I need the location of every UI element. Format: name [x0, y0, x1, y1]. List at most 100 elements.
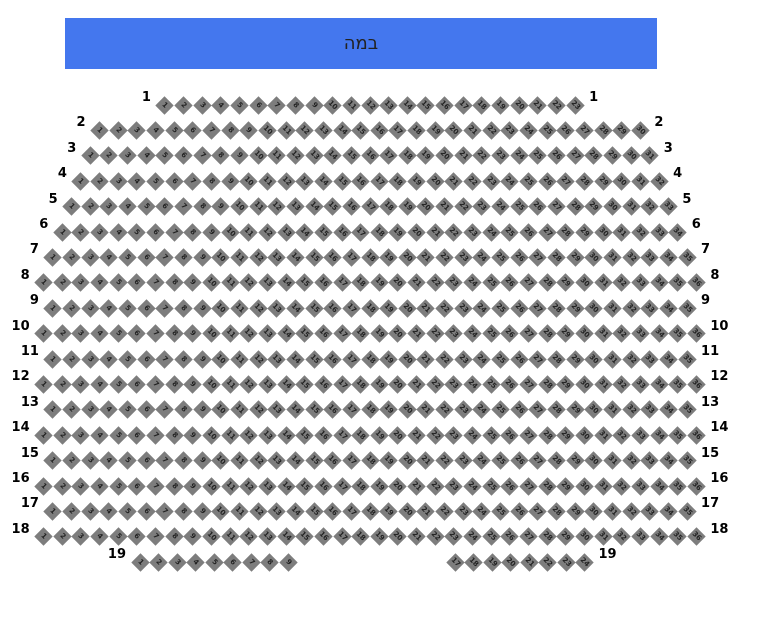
seat[interactable]: 5: [109, 375, 128, 394]
seat[interactable]: 17: [342, 451, 361, 470]
seat[interactable]: 5: [109, 425, 128, 445]
seat[interactable]: 15: [323, 197, 342, 216]
seat[interactable]: 11: [230, 248, 249, 267]
seat[interactable]: 8: [174, 400, 193, 419]
seat[interactable]: 9: [183, 375, 203, 394]
seat[interactable]: 22: [435, 248, 454, 267]
seat[interactable]: 26: [509, 248, 529, 267]
seat[interactable]: 20: [388, 324, 408, 343]
seat[interactable]: 18: [351, 375, 370, 394]
seat[interactable]: 18: [360, 502, 380, 521]
seat[interactable]: 25: [500, 222, 520, 242]
seat[interactable]: 19: [370, 476, 389, 496]
seat[interactable]: 22: [435, 298, 454, 318]
seat[interactable]: 29: [584, 197, 603, 216]
seat[interactable]: 3: [71, 527, 91, 546]
seat[interactable]: 25: [491, 502, 510, 521]
seat[interactable]: 11: [258, 171, 277, 191]
seat[interactable]: 36: [687, 425, 706, 445]
seat[interactable]: 22: [538, 552, 557, 572]
seat[interactable]: 8: [183, 222, 203, 242]
seat[interactable]: 13: [379, 95, 398, 115]
seat[interactable]: 23: [454, 349, 473, 369]
seat[interactable]: 11: [248, 197, 268, 216]
seat[interactable]: 33: [640, 248, 659, 267]
seat[interactable]: 2: [53, 425, 72, 445]
seat[interactable]: 22: [463, 171, 482, 191]
seat[interactable]: 16: [360, 146, 380, 165]
seat[interactable]: 22: [444, 222, 464, 242]
seat[interactable]: 7: [146, 425, 165, 445]
seat[interactable]: 14: [304, 197, 324, 216]
seat[interactable]: 7: [155, 298, 175, 318]
seat[interactable]: 2: [174, 95, 193, 115]
seat[interactable]: 7: [146, 375, 165, 394]
seat[interactable]: 33: [631, 527, 650, 546]
seat[interactable]: 26: [537, 171, 557, 191]
seat[interactable]: 1: [34, 273, 53, 292]
seat[interactable]: 8: [192, 197, 212, 216]
seat[interactable]: 1: [34, 476, 53, 496]
seat[interactable]: 32: [612, 425, 631, 445]
seat[interactable]: 32: [621, 349, 641, 369]
seat[interactable]: 16: [351, 171, 370, 191]
seat[interactable]: 16: [314, 375, 333, 394]
seat[interactable]: 4: [99, 248, 119, 267]
seat[interactable]: 15: [304, 451, 324, 470]
seat[interactable]: 31: [593, 425, 613, 445]
seat[interactable]: 25: [482, 476, 501, 496]
seat[interactable]: 6: [248, 95, 268, 115]
seat[interactable]: 19: [370, 527, 389, 546]
seat[interactable]: 9: [304, 95, 324, 115]
seat[interactable]: 20: [509, 95, 529, 115]
seat[interactable]: 27: [519, 476, 538, 496]
seat[interactable]: 13: [258, 476, 277, 496]
seat[interactable]: 13: [314, 121, 333, 140]
seat[interactable]: 28: [547, 400, 566, 419]
seat[interactable]: 6: [136, 298, 156, 318]
seat[interactable]: 22: [435, 349, 454, 369]
seat[interactable]: 18: [360, 349, 380, 369]
seat[interactable]: 30: [575, 476, 594, 496]
seat[interactable]: 4: [127, 171, 147, 191]
seat[interactable]: 26: [556, 121, 576, 140]
seat[interactable]: 6: [127, 375, 147, 394]
seat[interactable]: 4: [118, 197, 137, 216]
seat[interactable]: 26: [509, 502, 529, 521]
seat[interactable]: 2: [71, 222, 91, 242]
seat[interactable]: 22: [426, 476, 445, 496]
seat[interactable]: 6: [136, 502, 156, 521]
seat[interactable]: 30: [584, 451, 603, 470]
seat[interactable]: 24: [463, 375, 482, 394]
seat[interactable]: 23: [444, 476, 464, 496]
seat[interactable]: 9: [192, 451, 212, 470]
seat[interactable]: 18: [360, 451, 380, 470]
seat[interactable]: 12: [360, 95, 380, 115]
seat[interactable]: 21: [407, 324, 426, 343]
seat[interactable]: 12: [248, 349, 268, 369]
seat[interactable]: 36: [687, 324, 706, 343]
seat[interactable]: 22: [435, 400, 454, 419]
seat[interactable]: 21: [407, 476, 426, 496]
seat[interactable]: 14: [398, 95, 417, 115]
seat[interactable]: 23: [444, 425, 464, 445]
seat[interactable]: 35: [668, 476, 687, 496]
seat[interactable]: 3: [71, 273, 91, 292]
seat[interactable]: 6: [174, 146, 193, 165]
seat[interactable]: 14: [332, 121, 352, 140]
seat[interactable]: 12: [239, 527, 258, 546]
seat[interactable]: 3: [99, 197, 119, 216]
seat[interactable]: 30: [575, 273, 594, 292]
seat[interactable]: 24: [482, 222, 501, 242]
seat[interactable]: 3: [109, 171, 128, 191]
seat[interactable]: 29: [565, 502, 585, 521]
seat[interactable]: 4: [90, 324, 109, 343]
seat[interactable]: 12: [295, 121, 314, 140]
seat[interactable]: 18: [351, 273, 370, 292]
seat[interactable]: 13: [258, 324, 277, 343]
seat[interactable]: 6: [136, 349, 156, 369]
seat[interactable]: 19: [379, 451, 398, 470]
seat[interactable]: 30: [584, 502, 603, 521]
seat[interactable]: 34: [649, 324, 669, 343]
seat[interactable]: 5: [118, 400, 137, 419]
